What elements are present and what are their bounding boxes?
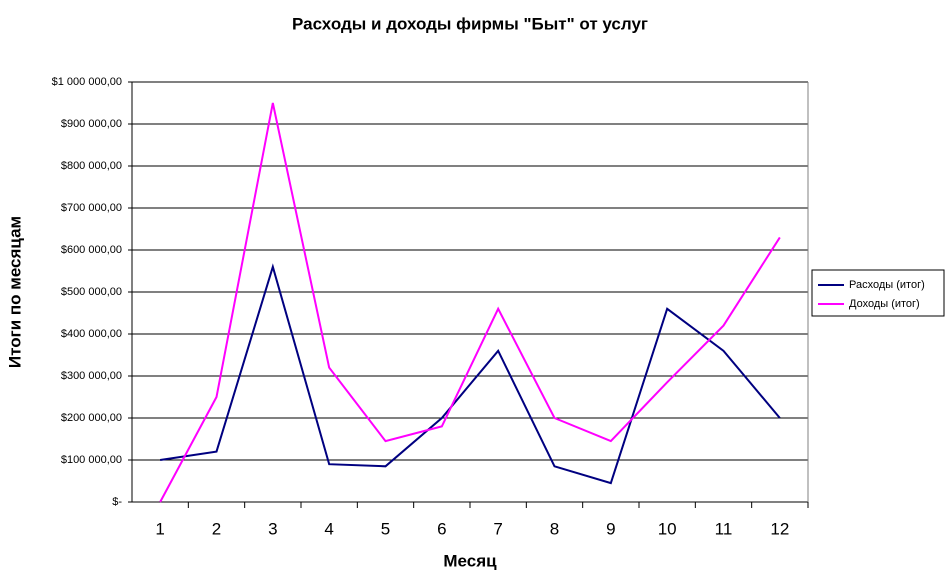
- y-tick-label: $400 000,00: [61, 328, 122, 340]
- x-tick-label: 5: [381, 519, 390, 538]
- y-tick-label: $600 000,00: [61, 244, 122, 256]
- x-tick-label: 12: [770, 519, 789, 538]
- y-tick-label: $100 000,00: [61, 454, 122, 466]
- x-tick-label: 2: [212, 519, 221, 538]
- y-tick-label: $700 000,00: [61, 202, 122, 214]
- x-tick-label: 4: [324, 519, 333, 538]
- x-tick-label: 8: [550, 519, 559, 538]
- y-tick-label: $900 000,00: [61, 118, 122, 130]
- x-tick-label: 11: [715, 519, 733, 538]
- y-tick-label: $1 000 000,00: [52, 76, 122, 88]
- y-tick-label: $500 000,00: [61, 286, 122, 298]
- series-line: [160, 263, 781, 485]
- x-tick-label: 9: [606, 519, 615, 538]
- y-tick-label: $800 000,00: [61, 160, 122, 172]
- y-axis-label: Итоги по месяцам: [5, 216, 24, 368]
- legend-box: [811, 269, 945, 317]
- x-tick-label: 3: [268, 519, 277, 538]
- legend-label: Доходы (итог): [849, 298, 920, 310]
- chart-title: Расходы и доходы фирмы "Быт" от услуг: [292, 14, 648, 33]
- y-tick-label: $-: [112, 496, 122, 508]
- y-tick-label: $300 000,00: [61, 370, 122, 382]
- x-tick-label: 1: [155, 519, 164, 538]
- y-tick-label: $200 000,00: [61, 412, 122, 424]
- series-line: [159, 102, 781, 503]
- legend-label: Расходы (итог): [849, 279, 925, 291]
- x-tick-label: 10: [658, 519, 677, 538]
- x-axis-label: Месяц: [443, 551, 497, 570]
- x-tick-label: 6: [437, 519, 446, 538]
- x-tick-label: 7: [493, 519, 502, 538]
